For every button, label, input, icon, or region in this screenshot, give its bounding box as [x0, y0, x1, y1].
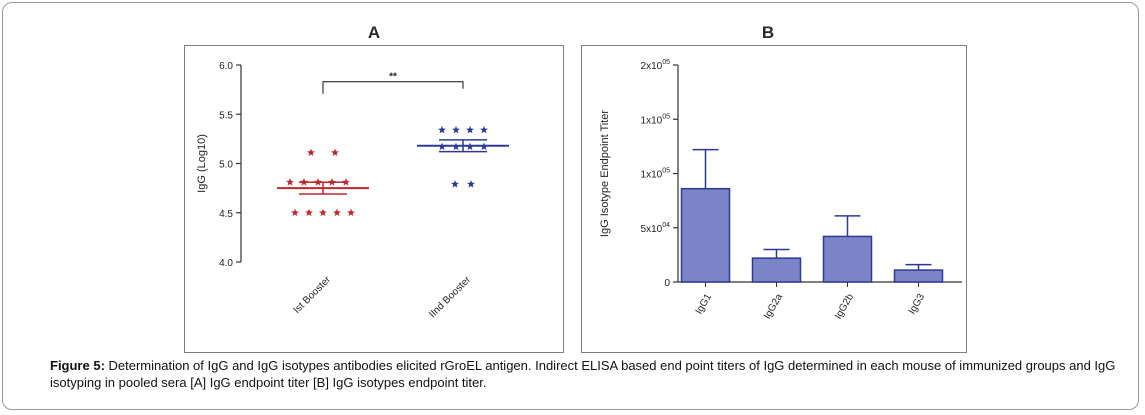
data-point-1-3 [480, 125, 488, 134]
panel-b: B 0 5x1004 1x1005 1x1005 2x1005 IgG Isotype En… [581, 23, 967, 353]
data-point-0-8 [305, 208, 313, 217]
data-point-0-7 [291, 208, 299, 217]
x-category-label-1: IInd Booster [427, 274, 473, 320]
data-point-0-11 [347, 208, 355, 217]
y-tick-label-1: 5x1004 [641, 222, 671, 235]
y-tick-label-0: 0 [664, 278, 670, 289]
x-category-label-IgG1: IgG1 [694, 292, 715, 317]
panel-a-chart: A 4.0 4.5 5.0 5.5 6.0 IgG (Log10) Ist Booster II… [196, 23, 509, 320]
x-category-label-0: Ist Booster [292, 274, 334, 316]
y-tick-base-1: 5x10 [641, 224, 663, 235]
data-point-1-0 [438, 125, 446, 134]
data-point-1-1 [452, 125, 460, 134]
x-category-label-IgG2b: IgG2b [833, 292, 856, 321]
y-axis-label: IgG (Log10) [196, 134, 208, 193]
y-tick-label-1: 4.5 [219, 209, 233, 220]
data-point-1-8 [451, 179, 459, 188]
y-tick-exponent-2: 05 [662, 168, 670, 175]
data-point-0-9 [319, 208, 327, 217]
y-tick-exponent-1: 04 [662, 222, 670, 229]
y-tick-base-4: 2x10 [641, 61, 663, 72]
bar-IgG3 [893, 269, 944, 283]
y-tick-label-3: 1x1005 [641, 113, 671, 126]
y-tick-label-4: 6.0 [219, 61, 233, 72]
bar-IgG2b [822, 235, 873, 283]
y-tick-label-0: 4.0 [219, 258, 233, 269]
data-point-0-0 [307, 148, 315, 157]
significance-label: ** [389, 72, 397, 83]
bar-IgG1 [680, 187, 731, 283]
figure-frame [2, 2, 1139, 410]
data-point-1-2 [466, 125, 474, 134]
data-point-0-10 [333, 208, 341, 217]
panel-a: A 4.0 4.5 5.0 5.5 6.0 IgG (Log10) Ist Booster II… [184, 23, 564, 353]
x-category-label-IgG2a: IgG2a [762, 292, 785, 321]
y-tick-label-2: 5.0 [219, 160, 233, 171]
data-point-0-2 [286, 178, 294, 186]
y-tick-base-3: 1x10 [641, 115, 663, 126]
panel-b-title: B [762, 23, 774, 42]
data-point-1-9 [467, 179, 475, 188]
y-tick-label-2: 1x1005 [641, 168, 671, 181]
y-tick-base-2: 1x10 [641, 170, 663, 181]
panel-a-title: A [368, 23, 380, 42]
y-tick-exponent-3: 05 [662, 113, 670, 120]
x-category-label-IgG3: IgG3 [907, 292, 928, 317]
caption-label: Figure 5: [50, 358, 105, 373]
y-tick-label-3: 5.5 [219, 110, 233, 121]
y-tick-label-4: 2x1005 [641, 59, 671, 72]
data-point-0-1 [331, 148, 339, 157]
caption-text: Determination of IgG and IgG isotypes an… [50, 358, 1116, 390]
y-axis-label: IgG Isotype Endpoint Titer [599, 110, 611, 238]
significance-bracket [322, 81, 464, 94]
y-tick-exponent-4: 05 [662, 59, 670, 66]
bar-IgG2a [751, 257, 802, 283]
figure-caption: Figure 5: Determination of IgG and IgG i… [50, 357, 1120, 391]
y-tick-base-0: 0 [664, 278, 670, 289]
